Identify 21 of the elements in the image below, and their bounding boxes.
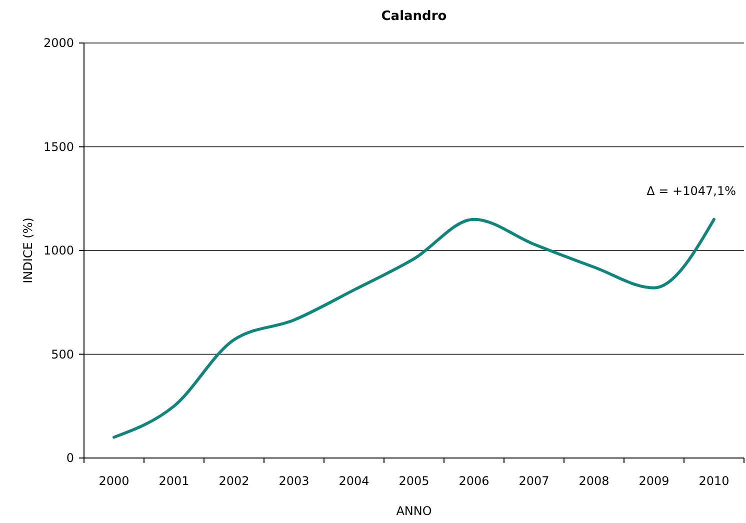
y-tick-label: 500 (51, 347, 74, 362)
x-tick-label: 2001 (158, 474, 190, 488)
x-tick-label: 2010 (698, 474, 730, 488)
y-tick-label: 2000 (43, 36, 74, 50)
annotation: Δ = +1047,1% (646, 184, 736, 198)
x-tick-label: 2006 (458, 474, 490, 488)
y-tick-label: 0 (66, 451, 74, 465)
y-axis-title: INDICE (%) (21, 218, 35, 284)
x-tick-label: 2000 (98, 474, 130, 488)
x-tick-label: 2009 (638, 474, 670, 488)
x-tick-label: 2004 (338, 474, 370, 488)
x-tick-label: 2008 (578, 474, 610, 488)
y-tick-label: 1000 (43, 244, 74, 258)
x-axis-title: ANNO (396, 504, 432, 518)
x-tick-label: 2003 (278, 474, 310, 488)
x-tick-label: 2002 (218, 474, 250, 488)
x-tick-label: 2007 (518, 474, 550, 488)
y-tick-label: 1500 (43, 140, 74, 154)
x-tick-label: 2005 (398, 474, 430, 488)
chart-title: Calandro (381, 9, 447, 24)
line-series (112, 218, 716, 439)
